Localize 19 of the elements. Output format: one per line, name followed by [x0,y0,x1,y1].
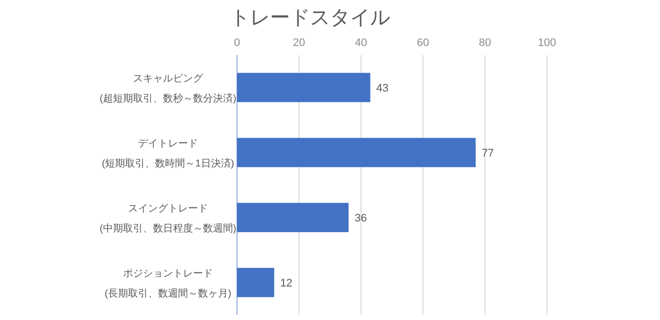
bar [237,202,349,232]
x-tick-label: 20 [292,37,306,49]
y-tick-label: ポジショントレード (長期取引、数週間～数ヶ月) [104,268,232,300]
bar [237,72,370,102]
bar [237,268,274,298]
x-tick-label: 100 [538,37,556,49]
y-tick-label: デイトレード (短期取引、数時間～1日決済) [102,138,234,170]
data-label: 43 [376,82,389,94]
data-label: 12 [280,278,292,290]
data-label: 77 [482,148,494,160]
x-tick-label: 40 [354,37,368,49]
y-tick-label: スキャルピング (超短期取引、数秒～数分決済) [100,74,236,104]
x-tick-label: 0 [234,37,240,49]
x-tick-label: 80 [478,37,492,49]
x-tick-label: 60 [416,37,430,49]
chart-title: トレードスタイル [230,7,390,29]
y-tick-label: スイングトレード (中期取引、数日程度～数週間) [100,204,236,234]
data-label: 36 [354,212,367,224]
bar [237,138,476,168]
